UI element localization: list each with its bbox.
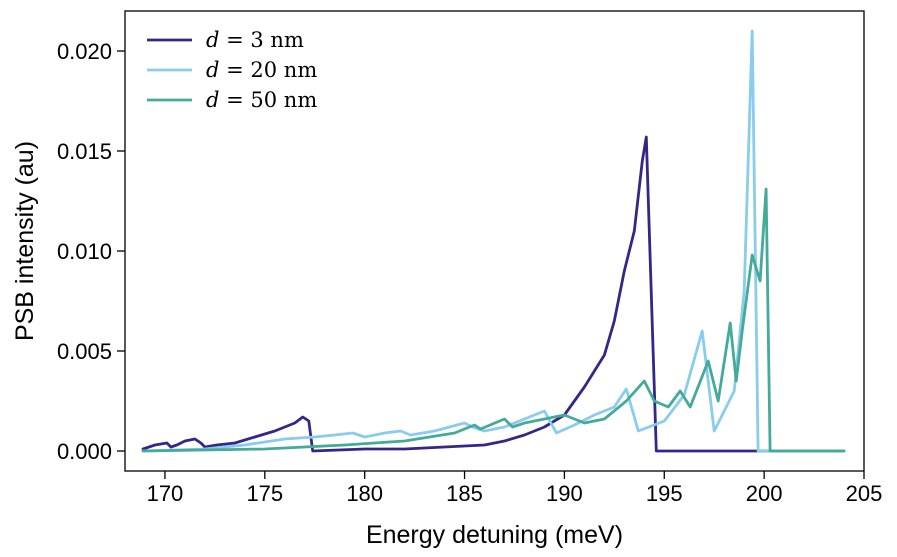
x-tick-label: 200 [746, 481, 783, 506]
y-axis-ticks: 0.000 0.005 0.010 0.015 0.020 [57, 39, 125, 464]
y-tick-label: 0.015 [57, 139, 112, 164]
x-tick-label: 190 [546, 481, 583, 506]
series-line-3 [141, 187, 846, 453]
plot-frame [124, 10, 865, 472]
series-line-1 [141, 135, 846, 453]
x-tick-label: 175 [246, 481, 283, 506]
legend-value: = 20 nm [219, 58, 317, 82]
x-axis-label: Energy detuning (meV) [366, 521, 623, 549]
legend-variable: d [206, 88, 219, 112]
y-tick-label: 0.010 [57, 239, 112, 264]
y-axis-label: PSB intensity (au) [11, 141, 39, 341]
x-tick-label: 180 [346, 481, 383, 506]
legend: d = 3 nmd = 20 nmd = 50 nm [147, 28, 317, 112]
legend-label-3: d = 50 nm [206, 88, 317, 112]
y-tick-label: 0.020 [57, 39, 112, 64]
legend-value: = 3 nm [219, 28, 304, 52]
series-line-2 [141, 29, 846, 453]
x-tick-label: 195 [646, 481, 683, 506]
x-axis-ticks: 170 175 180 185 190 195 200 205 [147, 471, 883, 506]
legend-label-1: d = 3 nm [206, 28, 304, 52]
y-tick-label: 0.000 [57, 439, 112, 464]
legend-variable: d [206, 28, 219, 52]
y-tick-label: 0.005 [57, 339, 112, 364]
x-tick-label: 170 [147, 481, 184, 506]
legend-variable: d [206, 58, 219, 82]
series-layer [141, 29, 846, 453]
x-tick-label: 185 [446, 481, 483, 506]
legend-label-2: d = 20 nm [206, 58, 317, 82]
legend-value: = 50 nm [219, 88, 317, 112]
x-tick-label: 205 [846, 481, 883, 506]
